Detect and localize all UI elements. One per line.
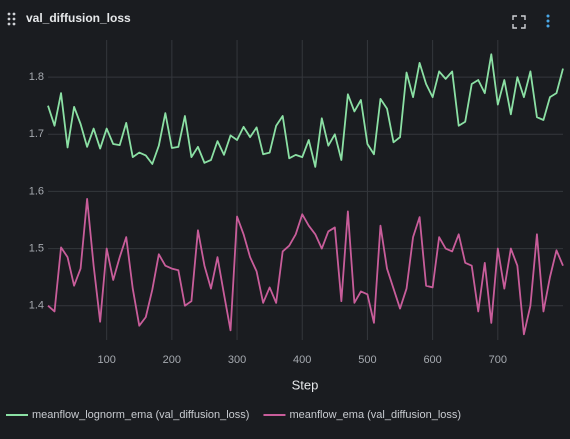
y-tick-label: 1.7 (29, 128, 44, 140)
legend-label: meanflow_lognorm_ema (val_diffusion_loss… (32, 409, 249, 421)
y-tick-label: 1.8 (29, 71, 44, 83)
series-line (47, 53, 564, 168)
menu-button[interactable] (546, 14, 550, 28)
fullscreen-button[interactable] (512, 15, 526, 29)
legend-label: meanflow_ema (val_diffusion_loss) (289, 409, 461, 421)
x-tick-label: 100 (97, 354, 115, 366)
legend-item: meanflow_ema (val_diffusion_loss) (263, 409, 461, 421)
y-tick-label: 1.6 (29, 185, 44, 197)
x-tick-label: 600 (423, 354, 441, 366)
x-axis-label: Step (292, 377, 319, 392)
legend-item: meanflow_lognorm_ema (val_diffusion_loss… (6, 409, 249, 421)
x-tick-label: 500 (358, 354, 376, 366)
y-tick-label: 1.5 (29, 242, 44, 254)
drag-handle[interactable] (7, 12, 16, 26)
x-tick-label: 700 (489, 354, 507, 366)
y-tick-label: 1.4 (29, 300, 44, 312)
x-tick-label: 400 (293, 354, 311, 366)
x-tick-label: 200 (163, 354, 181, 366)
series-line (47, 197, 564, 336)
x-tick-label: 300 (228, 354, 246, 366)
chart-title: val_diffusion_loss (26, 11, 131, 25)
